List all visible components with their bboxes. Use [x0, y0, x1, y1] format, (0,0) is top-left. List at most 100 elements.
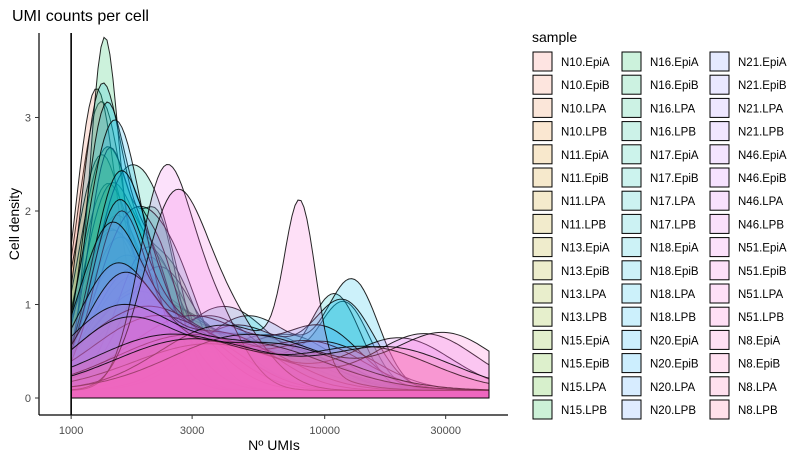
legend-item-n16-epib: N16.EpiB [621, 74, 699, 95]
legend-item-n17-lpb: N17.LPB [621, 213, 696, 234]
legend-label: N13.EpiA [561, 243, 610, 255]
legend-label: N18.EpiB [650, 266, 699, 278]
legend-label: N51.LPA [738, 289, 784, 301]
legend-label: N18.EpiA [650, 243, 699, 255]
legend-swatch [621, 51, 642, 72]
legend-label: N13.LPB [561, 312, 607, 324]
legend-label: N15.LPB [561, 405, 607, 417]
legend-label: N13.EpiB [561, 266, 610, 278]
density-curve-n8-epib [70, 316, 490, 399]
legend-swatch [532, 260, 553, 281]
legend-label: N20.LPB [650, 405, 696, 417]
legend-item-n18-lpb: N18.LPB [621, 306, 696, 327]
legend-swatch [621, 306, 642, 327]
legend-label: N10.EpiA [561, 57, 610, 69]
legend-label: N51.EpiA [738, 243, 787, 255]
density-curve-n21-lpa [70, 305, 490, 399]
legend-item-n11-lpb: N11.LPB [532, 213, 607, 234]
legend-swatch [709, 376, 730, 397]
legend-item-n15-epib: N15.EpiB [532, 353, 610, 374]
legend-label: N21.EpiA [738, 57, 787, 69]
x-axis-ticks: 1000 3000 10000 30000 [59, 415, 461, 437]
y-axis-ticks: 0 1 2 3 [25, 112, 39, 405]
legend-swatch [621, 213, 642, 234]
legend-label: N11.LPB [561, 219, 607, 231]
legend-label: N46.EpiA [738, 150, 787, 162]
x-tick-label: 30000 [430, 425, 461, 437]
legend-item-n46-lpb: N46.LPB [709, 213, 784, 234]
legend-swatch [532, 306, 553, 327]
legend-swatch [709, 144, 730, 165]
legend-swatch [532, 144, 553, 165]
legend-item-n8-lpa: N8.LPA [709, 376, 777, 397]
legend-swatch [621, 329, 642, 350]
legend-swatch [709, 260, 730, 281]
legend-swatch [532, 74, 553, 95]
legend-item-n17-epib: N17.EpiB [621, 167, 699, 188]
legend-swatch [621, 353, 642, 374]
legend-label: N8.LPB [738, 405, 778, 417]
legend-swatch [709, 237, 730, 258]
y-tick-label: 3 [25, 112, 31, 124]
legend-swatch [709, 399, 730, 420]
legend-item-n11-epia: N11.EpiA [532, 144, 609, 165]
legend-item-n51-lpa: N51.LPA [709, 283, 784, 304]
legend-item-n11-epib: N11.EpiB [532, 167, 609, 188]
legend-label: N46.LPB [738, 219, 784, 231]
legend-label: N15.EpiA [561, 335, 610, 347]
legend-item-n46-epib: N46.EpiB [709, 167, 787, 188]
legend-swatch [532, 329, 553, 350]
legend-swatch [532, 51, 553, 72]
legend-swatch [709, 190, 730, 211]
legend-title: sample [532, 29, 577, 45]
legend-swatch [621, 190, 642, 211]
legend-label: N11.EpiB [561, 173, 609, 185]
legend-item-n20-lpa: N20.LPA [621, 376, 696, 397]
density-curve-n51-lpa [70, 199, 490, 399]
legend-swatch [532, 237, 553, 258]
legend-swatch [532, 97, 553, 118]
legend-item-n16-lpb: N16.LPB [621, 121, 696, 142]
plot-area [70, 36, 490, 399]
legend-item-n13-lpa: N13.LPA [532, 283, 607, 304]
legend-item-n8-epib: N8.EpiB [709, 353, 781, 374]
legend-swatch [621, 399, 642, 420]
legend-item-n13-lpb: N13.LPB [532, 306, 607, 327]
legend-label: N17.EpiB [650, 173, 699, 185]
density-curve-n46-lpa [70, 333, 490, 399]
legend-label: N11.EpiA [561, 150, 609, 162]
legend-label: N18.LPB [650, 312, 696, 324]
legend-swatch [709, 353, 730, 374]
legend-label: N20.EpiA [650, 335, 699, 347]
legend-swatch [709, 329, 730, 350]
legend-label: N17.LPA [650, 196, 696, 208]
legend-label: N15.EpiB [561, 359, 610, 371]
legend-swatch [709, 167, 730, 188]
y-tick-label: 0 [25, 393, 31, 405]
legend-swatch [621, 144, 642, 165]
legend-item-n21-lpb: N21.LPB [709, 121, 784, 142]
legend-swatch [621, 376, 642, 397]
x-tick-label: 3000 [180, 425, 204, 437]
chart-title: UMI counts per cell [12, 8, 149, 25]
density-curve-n8-epia [70, 303, 490, 399]
legend-item-n8-lpb: N8.LPB [709, 399, 778, 420]
legend-swatch [709, 213, 730, 234]
legend-item-n21-lpa: N21.LPA [709, 97, 784, 118]
legend-item-n10-epib: N10.EpiB [532, 74, 610, 95]
x-axis-label: Nº UMIs [248, 437, 300, 453]
legend-item-n8-epia: N8.EpiA [709, 329, 781, 350]
legend-label: N51.LPB [738, 312, 784, 324]
legend-label: N46.EpiB [738, 173, 787, 185]
legend-label: N46.LPA [738, 196, 784, 208]
legend: N10.EpiA N10.EpiB N10.LPA N10.LPB N11.EpiA N1… [532, 51, 787, 420]
legend-label: N15.LPA [561, 382, 607, 394]
legend-item-n13-epia: N13.EpiA [532, 237, 610, 258]
x-tick-label: 10000 [309, 425, 340, 437]
legend-item-n51-epia: N51.EpiA [709, 237, 787, 258]
legend-item-n51-lpb: N51.LPB [709, 306, 784, 327]
legend-item-n10-epia: N10.EpiA [532, 51, 610, 72]
legend-label: N16.LPA [650, 103, 696, 115]
legend-item-n17-lpa: N17.LPA [621, 190, 696, 211]
